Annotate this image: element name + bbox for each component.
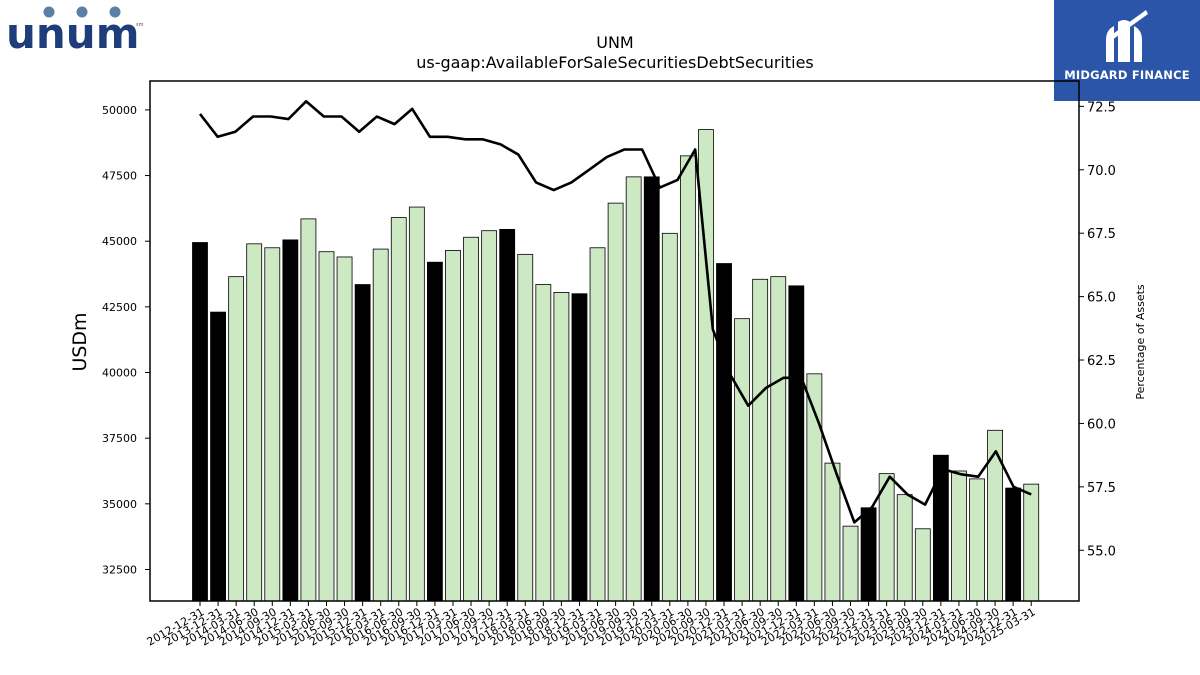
bar-2023-12-31 <box>932 454 949 602</box>
y-tick-label: 32500 <box>102 563 137 576</box>
bar-2015-06-30 <box>318 251 335 602</box>
bar-2022-12-31 <box>860 507 877 602</box>
bars-group <box>192 129 1040 602</box>
bar-2024-06-30 <box>969 478 985 602</box>
bar-2016-09-30 <box>408 206 425 602</box>
bar-2015-09-30 <box>336 256 353 602</box>
line-group <box>198 99 1032 524</box>
bar-2016-06-30 <box>390 217 407 602</box>
bar-2024-03-31 <box>951 470 967 602</box>
y-tick-label: 47500 <box>102 170 137 183</box>
bar-2016-03-31 <box>372 248 389 602</box>
y2-tick-label: 70.0 <box>1087 164 1116 179</box>
bar-2015-12-31 <box>354 284 371 602</box>
bar-2014-06-30 <box>246 243 263 602</box>
bar-2018-06-30 <box>535 284 552 602</box>
bar-2023-09-30 <box>914 528 931 602</box>
bar-2014-03-31 <box>228 276 245 602</box>
chart-title: UNM <box>596 33 633 52</box>
y2-tick-label: 55.0 <box>1087 544 1116 559</box>
y-tick-label: 45000 <box>102 235 137 248</box>
unum-logo: unum sm <box>4 4 154 60</box>
bar-2025-03-31 <box>1023 483 1040 602</box>
bar-2021-09-30 <box>770 276 787 602</box>
bar-2024-09-30 <box>987 429 1003 602</box>
bar-2023-06-30 <box>896 494 913 602</box>
bar-2021-12-31 <box>788 285 805 602</box>
unum-wordmark: unum <box>6 9 139 56</box>
axes-group: 32500 35000 37500 40000 42500 45000 47500 50000… <box>102 100 1116 648</box>
bar-2022-09-30 <box>842 525 859 602</box>
bar-2020-03-31 <box>661 232 678 602</box>
bar-2019-06-30 <box>607 202 624 602</box>
bar-2024-12-31 <box>1005 487 1022 602</box>
y2-tick-label: 60.0 <box>1087 417 1116 432</box>
y2-tick-label: 67.5 <box>1087 227 1116 242</box>
bar-2022-06-30 <box>824 462 841 602</box>
y-tick-label: 42500 <box>102 301 137 314</box>
y-tick-label: 37500 <box>102 432 137 445</box>
y-tick-label: 35000 <box>102 498 137 511</box>
bar-2015-03-31 <box>300 218 317 602</box>
bar-2020-12-31 <box>716 263 732 602</box>
bar-2017-06-30 <box>463 236 479 602</box>
bar-2021-06-30 <box>752 278 769 602</box>
y-axis-label: USDm <box>69 312 91 371</box>
bar-2018-09-30 <box>553 292 570 602</box>
y2-axis-label: Percentage of Assets <box>1134 284 1147 400</box>
bar-2014-12-31 <box>282 239 299 602</box>
y2-tick-label: 62.5 <box>1087 354 1116 369</box>
svg-text:sm: sm <box>136 22 144 28</box>
bar-2013-12-31 <box>210 311 226 602</box>
bar-2019-03-31 <box>589 247 606 602</box>
bar-2017-12-31 <box>499 228 516 602</box>
midgard-finance-label: MIDGARD FINANCE <box>1064 68 1190 82</box>
bar-2018-12-31 <box>571 293 588 602</box>
bar-2018-03-31 <box>517 253 534 602</box>
y-tick-label: 40000 <box>102 367 137 380</box>
bar-2014-09-30 <box>264 247 281 602</box>
chart-subtitle: us-gaap:AvailableForSaleSecuritiesDebtSe… <box>416 53 814 72</box>
bar-2020-06-30 <box>679 155 696 602</box>
y2-tick-label: 65.0 <box>1087 291 1116 306</box>
percentage-of-assets-line <box>198 99 1032 524</box>
midgard-finance-logo: MIDGARD FINANCE <box>1054 0 1200 101</box>
bar-2021-03-31 <box>734 318 750 602</box>
bar-2019-12-31 <box>643 176 660 602</box>
bar-2022-03-31 <box>806 373 823 602</box>
bar-2012-12-31 <box>192 242 208 602</box>
y2-tick-label: 72.5 <box>1087 100 1116 115</box>
y-tick-label: 50000 <box>102 104 137 117</box>
bar-2016-12-31 <box>427 261 443 602</box>
y2-tick-label: 57.5 <box>1087 481 1116 496</box>
bar-2019-09-30 <box>625 176 642 602</box>
plot-frame <box>149 80 1080 602</box>
bar-2017-03-31 <box>445 249 461 602</box>
bar-2017-09-30 <box>481 230 498 602</box>
